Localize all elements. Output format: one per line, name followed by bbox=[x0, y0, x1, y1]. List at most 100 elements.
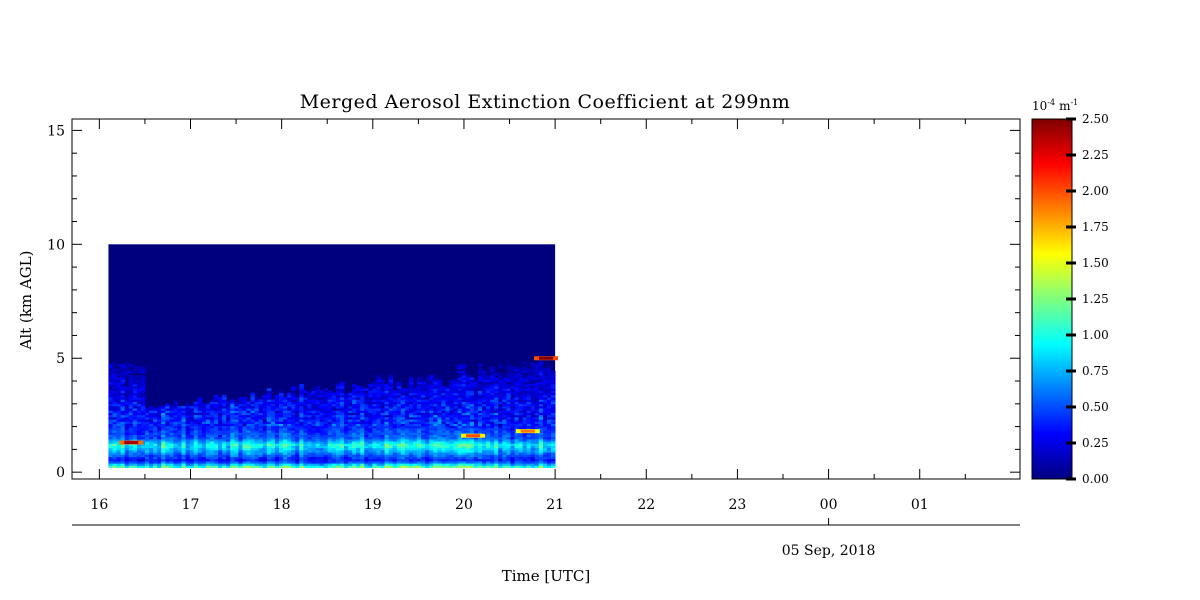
heatmap-cell bbox=[311, 427, 316, 431]
heatmap-cell bbox=[222, 458, 227, 462]
heatmap-cell bbox=[242, 443, 247, 446]
heatmap-cell bbox=[339, 425, 345, 429]
heatmap-cell bbox=[441, 452, 446, 455]
heatmap-cell bbox=[287, 465, 292, 469]
heatmap-cell bbox=[270, 458, 276, 462]
heatmap-cell bbox=[457, 449, 463, 453]
heatmap-cell bbox=[311, 465, 316, 469]
heatmap-cell bbox=[449, 441, 455, 444]
heatmap-cell bbox=[486, 458, 491, 462]
heatmap-cell bbox=[218, 445, 223, 449]
heatmap-cell bbox=[149, 425, 154, 429]
heatmap-cell bbox=[469, 436, 475, 440]
heatmap-cell bbox=[408, 452, 414, 455]
heatmap-cell bbox=[339, 456, 345, 460]
heatmap-cell bbox=[335, 463, 341, 466]
heatmap-cell bbox=[335, 425, 341, 429]
heatmap-cell bbox=[392, 392, 398, 396]
heatmap-cell bbox=[400, 394, 406, 398]
heatmap-cell bbox=[400, 419, 406, 422]
heatmap-cell bbox=[197, 408, 203, 411]
heatmap-cell bbox=[112, 449, 117, 453]
heatmap-cell bbox=[287, 401, 292, 405]
heatmap-cell bbox=[433, 430, 438, 433]
heatmap-cell bbox=[546, 423, 552, 427]
heatmap-cell bbox=[429, 430, 434, 433]
heatmap-cell bbox=[490, 452, 495, 455]
heatmap-cell bbox=[453, 449, 459, 453]
heatmap-cell bbox=[546, 438, 552, 442]
heatmap-cell bbox=[368, 397, 373, 400]
heatmap-cell bbox=[461, 430, 467, 433]
heatmap-cell bbox=[384, 388, 390, 391]
heatmap-cell bbox=[189, 408, 195, 411]
heatmap-cell bbox=[388, 427, 394, 431]
heatmap-cell bbox=[368, 465, 373, 469]
heatmap-cell bbox=[246, 403, 251, 407]
heatmap-cell bbox=[490, 383, 495, 387]
heatmap-cell bbox=[323, 447, 329, 451]
heatmap-cell bbox=[404, 421, 410, 424]
heatmap-cell bbox=[388, 419, 394, 422]
heatmap-cell bbox=[400, 465, 406, 469]
heatmap-cell bbox=[412, 423, 418, 427]
heatmap-cell bbox=[494, 372, 499, 376]
heatmap-cell bbox=[193, 408, 199, 411]
heatmap-cell bbox=[222, 456, 227, 460]
heatmap-cell bbox=[506, 403, 511, 407]
heatmap-cell bbox=[465, 381, 471, 385]
heatmap-cell bbox=[421, 383, 426, 387]
heatmap-cell bbox=[140, 381, 146, 385]
heatmap-cell bbox=[477, 425, 483, 429]
heatmap-cell bbox=[222, 410, 227, 413]
heatmap-cell bbox=[214, 430, 219, 433]
heatmap-cell bbox=[538, 425, 544, 429]
heatmap-cell bbox=[323, 445, 329, 449]
heatmap-cell bbox=[546, 458, 552, 462]
heatmap-cell bbox=[214, 423, 219, 427]
heatmap-cell bbox=[274, 399, 280, 402]
heatmap-cell bbox=[380, 383, 385, 387]
heatmap-cell bbox=[303, 443, 308, 446]
heatmap-cell bbox=[518, 449, 524, 453]
heatmap-cell bbox=[404, 427, 410, 431]
heatmap-cell bbox=[449, 408, 455, 411]
heatmap-cell bbox=[494, 410, 499, 413]
heatmap-cell bbox=[201, 454, 207, 457]
heatmap-cell bbox=[510, 458, 515, 462]
heatmap-cell bbox=[538, 394, 544, 398]
heatmap-cell bbox=[372, 381, 377, 385]
heatmap-cell bbox=[157, 414, 162, 418]
heatmap-cell bbox=[299, 397, 304, 400]
heatmap-cell bbox=[538, 361, 544, 365]
heatmap-cell bbox=[169, 430, 174, 433]
heatmap-cell bbox=[473, 456, 479, 460]
heatmap-cell bbox=[132, 399, 138, 402]
heatmap-cell bbox=[331, 458, 337, 462]
heatmap-cell bbox=[283, 397, 288, 400]
heatmap-cell bbox=[315, 463, 321, 466]
heatmap-cell bbox=[331, 412, 337, 416]
heatmap-cell bbox=[153, 445, 158, 449]
heatmap-cell bbox=[299, 386, 304, 389]
heatmap-cell bbox=[319, 412, 325, 416]
heatmap-cell bbox=[514, 377, 519, 380]
heatmap-cell bbox=[526, 370, 532, 374]
heatmap-cell bbox=[546, 372, 552, 376]
heatmap-cell bbox=[486, 399, 491, 402]
heatmap-cell bbox=[518, 465, 524, 469]
heatmap-cell bbox=[254, 399, 260, 402]
heatmap-cell bbox=[538, 412, 544, 416]
heatmap-cell bbox=[538, 370, 544, 374]
heatmap-cell bbox=[173, 449, 178, 453]
heatmap-cell bbox=[209, 436, 215, 440]
heatmap-cell bbox=[222, 441, 227, 444]
heatmap-cell bbox=[299, 412, 304, 416]
heatmap-cell bbox=[161, 425, 166, 429]
heatmap-cell bbox=[132, 401, 138, 405]
heatmap-cell bbox=[181, 414, 187, 418]
heatmap-cell bbox=[457, 458, 463, 462]
heatmap-cell bbox=[258, 423, 264, 427]
heatmap-cell bbox=[421, 390, 426, 394]
heatmap-cell bbox=[307, 430, 312, 433]
